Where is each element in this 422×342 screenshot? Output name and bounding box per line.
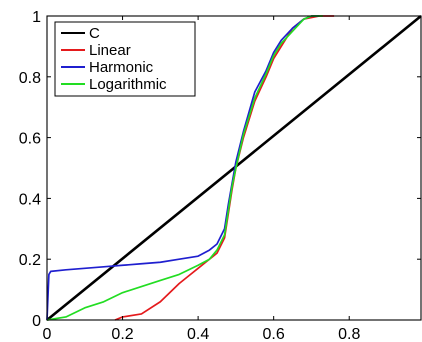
legend-label-harmonic: Harmonic <box>89 59 154 76</box>
x-tick-label: 0.4 <box>187 326 209 342</box>
y-tick-label: 0 <box>32 313 41 330</box>
legend-label-logarithmic: Logarithmic <box>89 76 167 93</box>
y-tick-label: 0.2 <box>19 252 41 269</box>
series-layer <box>46 14 422 322</box>
x-tick-label: 0.6 <box>263 326 285 342</box>
y-tick-label: 0.6 <box>19 131 41 148</box>
x-tick-label: 0.2 <box>111 326 133 342</box>
y-tick-label: 0.4 <box>19 191 41 208</box>
x-tick-label: 0 <box>43 326 52 342</box>
legend-label-linear: Linear <box>89 42 131 59</box>
y-tick-label: 1 <box>32 9 41 26</box>
legend-box <box>54 21 196 97</box>
series-line-logarithmic <box>46 15 323 321</box>
axes-box <box>46 15 422 321</box>
legend-label-c: C <box>89 25 100 42</box>
tick-layer: 0 0.2 0.4 0.6 0.8 0 0.2 0.4 0.6 0.8 1 <box>19 9 421 342</box>
y-tick-label: 0.8 <box>19 70 41 87</box>
x-tick-label: 0.8 <box>338 326 360 342</box>
series-line-harmonic <box>46 15 319 321</box>
